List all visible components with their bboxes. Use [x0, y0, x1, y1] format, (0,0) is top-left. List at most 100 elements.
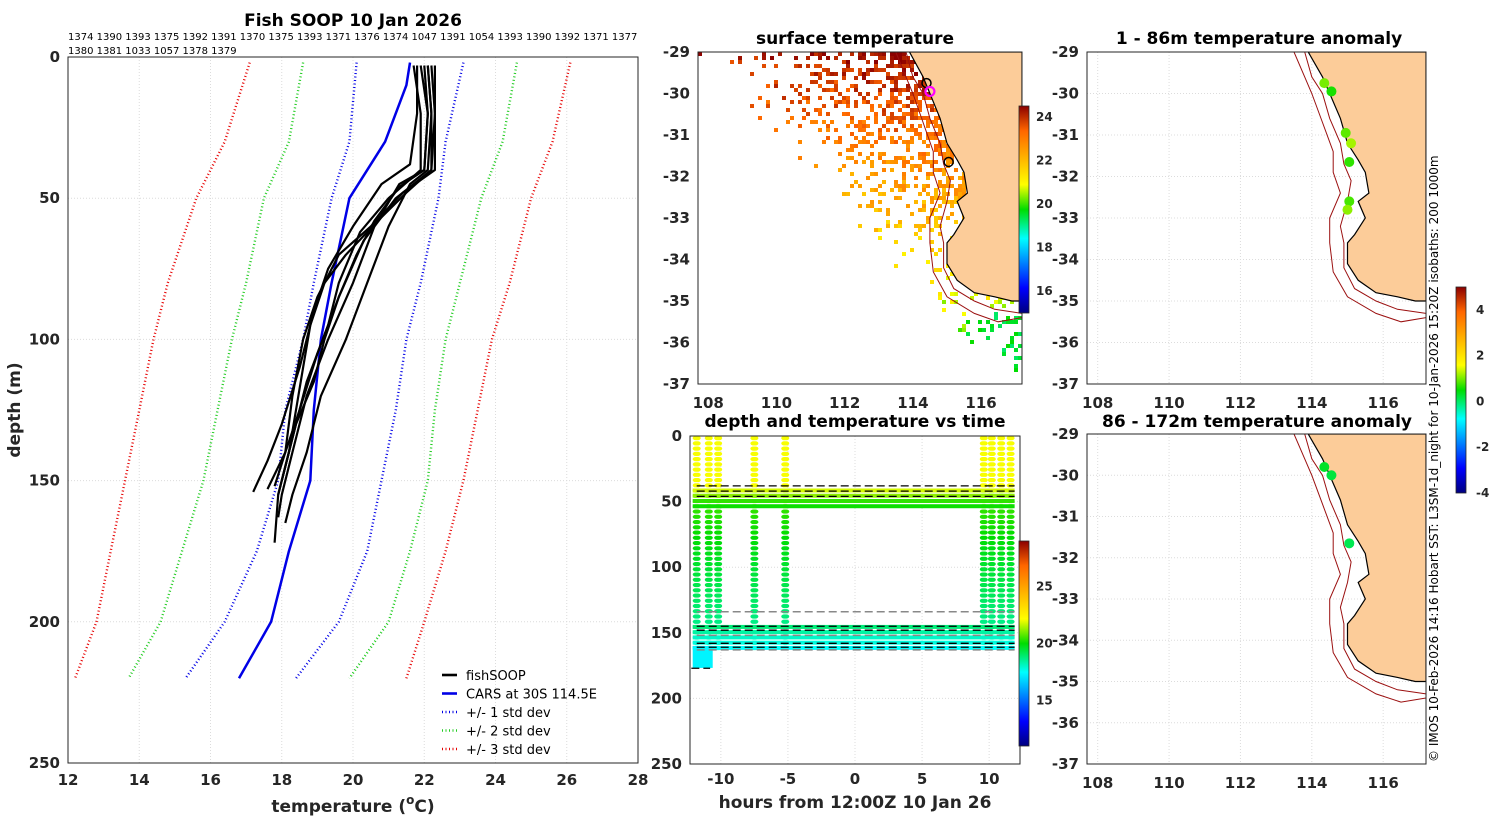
depth-sample [781, 525, 790, 530]
sst-pixel [1010, 320, 1014, 324]
sst-pixel [898, 88, 902, 92]
depth-sample [692, 441, 701, 446]
sst-pixel [954, 292, 958, 296]
sst-pixel [902, 68, 906, 72]
x-tick-label: -5 [780, 770, 797, 788]
sst-pixel [946, 148, 950, 152]
sst-pixel [930, 240, 934, 244]
depth-sample [997, 619, 1006, 624]
sst-pixel [750, 72, 754, 76]
std3-low-line [73, 62, 251, 679]
sst-pixel [914, 132, 918, 136]
sst-pixel [906, 160, 910, 164]
bottom-band [692, 504, 1015, 509]
sst-pixel [850, 52, 854, 56]
sst-pixel [930, 248, 934, 252]
sst-pixel [934, 268, 938, 272]
sst-pixel [798, 84, 802, 88]
sst-pixel [858, 72, 862, 76]
sst-pixel [914, 200, 918, 204]
sst-pixel [978, 320, 982, 324]
depth-sample [987, 456, 996, 462]
sst-pixel [886, 128, 890, 132]
bottom-band [692, 635, 1015, 640]
sst-pixel [938, 292, 942, 296]
depth-sample [987, 446, 996, 451]
anomaly-upper-axes-box [1086, 51, 1427, 385]
depth-sample [979, 530, 988, 535]
depth-sample [750, 588, 759, 593]
sst-pixel [914, 164, 918, 168]
sst-pixel [914, 72, 918, 76]
sst-pixel [874, 52, 878, 56]
sst-pixel [994, 312, 998, 316]
depth-sample [750, 603, 759, 609]
sst-pixel [910, 112, 914, 116]
sst-pixel [890, 120, 894, 124]
sst-pixel [934, 220, 938, 224]
x-tick-label: 5 [917, 770, 927, 788]
x-tick-label: 110 [1153, 394, 1184, 412]
sst-pixel [918, 192, 922, 196]
sst-pixel [914, 84, 918, 88]
sst-pixel [870, 132, 874, 136]
sst-pixel [910, 76, 914, 80]
sst-pixel [754, 56, 758, 60]
sst-pixel [854, 124, 858, 128]
isobath-1000m [1293, 434, 1426, 703]
depth-sample [997, 477, 1006, 483]
sst-pixel [934, 208, 938, 212]
sst-pixel [902, 64, 906, 68]
sst-pixel [882, 108, 886, 112]
sst-pixel [826, 80, 830, 84]
sst-pixel [918, 92, 922, 96]
colorbar-tick-label: 18 [1036, 241, 1053, 255]
sst-pixel [950, 176, 954, 180]
sst-pixel [906, 112, 910, 116]
time-title: depth and temperature vs time [705, 412, 1006, 432]
sst-pixel [878, 132, 882, 136]
sst-pixel [774, 80, 778, 84]
sst-pixel [774, 128, 778, 132]
time-marks [691, 436, 1015, 669]
y-tick-label: 200 [29, 613, 60, 631]
sst-pixel [890, 160, 894, 164]
sst-pixel [994, 316, 998, 320]
sst-pixel [942, 140, 946, 144]
sst-pixel [894, 128, 898, 132]
sst-pixel [934, 144, 938, 148]
sst-pixel [902, 88, 906, 92]
sst-pixel [862, 72, 866, 76]
profile-ticks: 12 14 16 18 20 22 24 26 28 0 50 100 150 200 250 [29, 48, 649, 789]
sst-pixel [822, 52, 826, 56]
depth-sample [987, 556, 996, 561]
depth-sample [714, 530, 723, 535]
depth-sample [781, 436, 790, 441]
sst-pixel [850, 184, 854, 188]
sst-pixel [926, 160, 930, 164]
depth-sample [979, 456, 988, 462]
sst-pixel [762, 52, 766, 56]
sst-pixel [910, 156, 914, 160]
sst-pixel [798, 100, 802, 104]
anomaly-lower-map: 86 - 172m temperature anomaly 108 110 112 1… [1052, 286, 1489, 792]
sst-pixel [886, 64, 890, 68]
depth-sample [750, 441, 759, 446]
sst-pixel [826, 88, 830, 92]
legend-label-4: +/- 3 std dev [466, 743, 551, 758]
depth-sample [714, 556, 723, 561]
sst-pixel [902, 156, 906, 160]
sst-pixel [854, 76, 858, 80]
sst-pixel [858, 124, 862, 128]
sst-pixel [830, 120, 834, 124]
y-tick-label: -36 [663, 334, 690, 352]
sst-pixel [898, 92, 902, 96]
sst-pixel [898, 156, 902, 160]
sst-pixel [858, 204, 862, 208]
colorbar-tick-label: 15 [1036, 693, 1053, 707]
profile-title: Fish SOOP 10 Jan 2026 [244, 11, 462, 31]
depth-sample [704, 514, 713, 519]
depth-sample [987, 582, 996, 588]
depth-sample [987, 567, 996, 572]
sst-pixel [874, 80, 878, 84]
